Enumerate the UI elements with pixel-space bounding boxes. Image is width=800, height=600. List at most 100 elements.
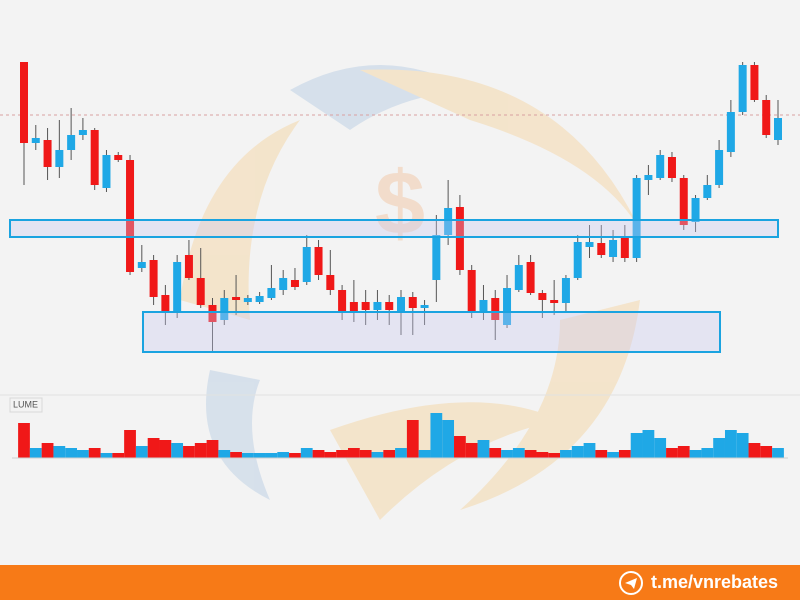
candle-body [514, 265, 523, 290]
candle-body [408, 297, 417, 308]
candle-body [597, 243, 606, 255]
svg-text:$: $ [375, 154, 425, 254]
volume-bar [112, 453, 125, 458]
candle-body [691, 198, 700, 222]
candle-body [220, 298, 229, 320]
candle-body [161, 295, 170, 312]
candle-body [20, 62, 28, 143]
telegram-icon [619, 571, 643, 595]
volume-bar [230, 452, 242, 458]
volume-bar [300, 448, 313, 458]
volume-bar [18, 423, 30, 458]
volume-bar [642, 430, 655, 458]
volume-bar [454, 436, 466, 458]
volume-bar [654, 438, 667, 458]
volume-bar [147, 438, 160, 458]
volume-bar [29, 448, 42, 458]
candle-body [503, 288, 512, 325]
support-zone [142, 311, 721, 353]
candle-body [385, 302, 394, 310]
candle-body [67, 135, 76, 150]
volume-bar [748, 443, 761, 458]
candle-body [432, 235, 441, 280]
candle-body [290, 280, 299, 287]
candle-body [444, 208, 453, 235]
candle-body [196, 278, 205, 305]
volume-bar [53, 446, 66, 458]
candle-body [255, 296, 264, 302]
volume-bar [583, 443, 596, 458]
volume-bar [524, 450, 537, 458]
candle-body [738, 65, 747, 112]
volume-bar [571, 446, 584, 458]
candle-body [78, 130, 87, 135]
volume-bar [489, 448, 502, 458]
candle-body [184, 255, 193, 278]
candle-body [573, 242, 582, 278]
volume-bar [41, 443, 54, 458]
volume-bar [406, 420, 419, 458]
volume-bar [77, 450, 89, 458]
candle-body [232, 297, 241, 300]
candle-body [656, 155, 665, 178]
volume-bar [465, 443, 478, 458]
candle-body [137, 262, 146, 268]
volume-bar [312, 450, 325, 458]
volume-bar [595, 450, 608, 458]
candle-body [90, 130, 99, 185]
footer-link[interactable]: t.me/vnrebates [651, 572, 778, 592]
candle-body [561, 278, 570, 303]
volume-bar [65, 448, 78, 458]
volume-bar [607, 452, 619, 458]
candle-body [538, 293, 547, 300]
volume-bar [418, 450, 431, 458]
candle-body [43, 140, 52, 167]
volume-bar [277, 452, 290, 458]
volume-bar [760, 446, 773, 458]
footer [0, 565, 800, 600]
volume-bar [383, 450, 396, 458]
volume-bar [289, 453, 301, 458]
volume-label-box [9, 397, 43, 413]
candle-body [208, 305, 217, 322]
candle-body [585, 242, 594, 247]
candle-body [774, 118, 782, 140]
candle-body [620, 238, 629, 258]
volume-bar [477, 440, 490, 458]
volume-bar [630, 433, 643, 458]
telegram-plane [625, 578, 637, 589]
candle-body [679, 178, 688, 225]
support-zone [9, 219, 779, 238]
volume-bar [135, 446, 148, 458]
candle-body [455, 207, 464, 270]
candle-body [126, 160, 135, 272]
volume-bar [88, 448, 101, 458]
volume-bar [395, 448, 407, 458]
candle-body [479, 300, 488, 312]
volume-bar [442, 420, 455, 458]
volume-bar [701, 448, 714, 458]
candle-body [420, 305, 429, 308]
candle-body [644, 175, 653, 180]
candle-body [609, 240, 618, 257]
volume-bar [124, 430, 136, 458]
volume-bar [724, 430, 737, 458]
volume-bar [265, 453, 278, 458]
candle-body [550, 300, 559, 303]
candle-body [102, 155, 111, 188]
volume-bar [100, 453, 113, 458]
volume-bar [218, 450, 231, 458]
volume-bar [359, 450, 372, 458]
volume-bar [206, 440, 219, 458]
volume-bar [689, 450, 702, 458]
volume-bar [512, 448, 525, 458]
volume-bar [560, 450, 572, 458]
volume-bar [536, 452, 549, 458]
volume-bar [677, 446, 690, 458]
candle-body [338, 290, 347, 312]
candle-body [279, 278, 288, 290]
candle-body [349, 302, 358, 312]
candle-body [373, 302, 382, 310]
volume-label: LUME [13, 399, 38, 409]
